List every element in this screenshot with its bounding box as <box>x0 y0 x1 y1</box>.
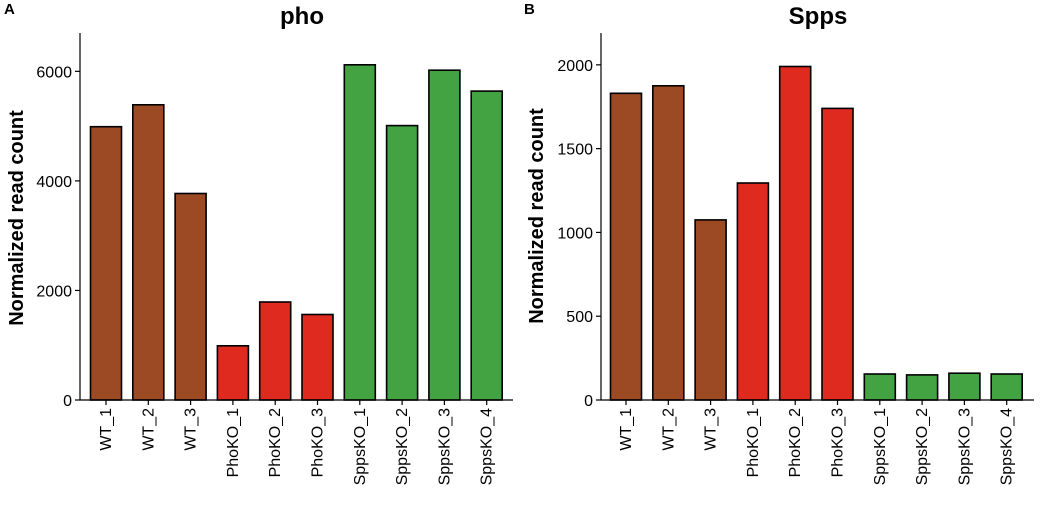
bar-sppsko-2 <box>905 374 939 401</box>
x-tick-label: SppsKO_1 <box>352 408 369 485</box>
bar-sppsko-4 <box>990 373 1024 401</box>
y-tick-label: 500 <box>566 309 593 326</box>
x-tick-label: PhoKO_1 <box>225 408 242 477</box>
y-tick-label: 0 <box>63 393 72 410</box>
x-tick-label: SppsKO_3 <box>956 408 973 485</box>
panel-b: B Spps Normalized read count 0 500 1000 150… <box>524 1 1034 485</box>
y-tick-label: 0 <box>584 393 593 410</box>
bar-wt-1 <box>89 125 123 401</box>
y-tick-label: 4000 <box>36 174 72 191</box>
y-tick-label: 1500 <box>557 142 593 159</box>
chart-title: pho <box>280 3 324 30</box>
bar-phoko-3 <box>821 107 854 401</box>
bar-sppsko-1 <box>863 373 897 401</box>
bar-sppsko-4 <box>470 90 504 401</box>
bar-phoko-1 <box>216 344 250 401</box>
bar-sppsko-3 <box>948 372 981 401</box>
y-tick-label: 2000 <box>557 58 593 75</box>
x-tick-label: SppsKO_1 <box>872 408 889 485</box>
x-tick-label: PhoKO_2 <box>267 408 284 477</box>
chart-title: Spps <box>789 3 848 30</box>
bar-phoko-2 <box>778 65 812 401</box>
bar-sppsko-3 <box>428 69 461 401</box>
y-axis-label: Normalized read count <box>6 110 28 326</box>
y-tick-label: 6000 <box>36 64 72 81</box>
x-tick-label: WT_3 <box>183 408 200 451</box>
bar-phoko-1 <box>736 182 770 401</box>
x-tick-label: SppsKO_4 <box>999 408 1016 485</box>
plot-area: 0 500 1000 1500 2000 WT_1 WT_2 WT_3 PhoKO_1 PhoKO… <box>557 33 1034 485</box>
bar-phoko-2 <box>258 301 292 401</box>
x-tick-label: PhoKO_2 <box>787 408 804 477</box>
bar-sppsko-1 <box>343 64 377 401</box>
y-tick-label: 2000 <box>36 283 72 300</box>
bar-wt-3 <box>174 192 207 401</box>
x-tick-label: SppsKO_4 <box>479 408 496 485</box>
bar-wt-1 <box>609 92 643 401</box>
x-tick-label: WT_2 <box>140 408 157 451</box>
y-tick-label: 1000 <box>557 225 593 242</box>
panel-letter: B <box>524 1 535 18</box>
x-tick-label: PhoKO_3 <box>310 408 327 477</box>
x-tick-label: WT_1 <box>618 408 635 451</box>
x-tick-label: PhoKO_1 <box>745 408 762 477</box>
x-tick-label: WT_3 <box>703 408 720 451</box>
x-tick-label: SppsKO_2 <box>914 408 931 485</box>
x-tick-label: SppsKO_3 <box>436 408 453 485</box>
x-tick-label: WT_2 <box>660 408 677 451</box>
x-tick-label: PhoKO_3 <box>830 408 847 477</box>
bar-wt-3 <box>694 219 727 401</box>
bar-phoko-3 <box>301 313 334 401</box>
bar-wt-2 <box>651 85 685 401</box>
plot-area: 0 2000 4000 6000 WT_1 WT_2 WT_3 PhoKO_1 PhoKO_2 P… <box>36 33 513 485</box>
y-axis-label: Normalized read count <box>526 108 548 324</box>
panel-letter: A <box>4 1 15 18</box>
x-tick-label: SppsKO_2 <box>394 408 411 485</box>
x-tick-label: WT_1 <box>98 408 115 451</box>
panel-a: A pho Normalized read count 0 2000 4000 600… <box>4 1 513 485</box>
bar-wt-2 <box>132 104 165 401</box>
bar-sppsko-2 <box>385 124 419 401</box>
